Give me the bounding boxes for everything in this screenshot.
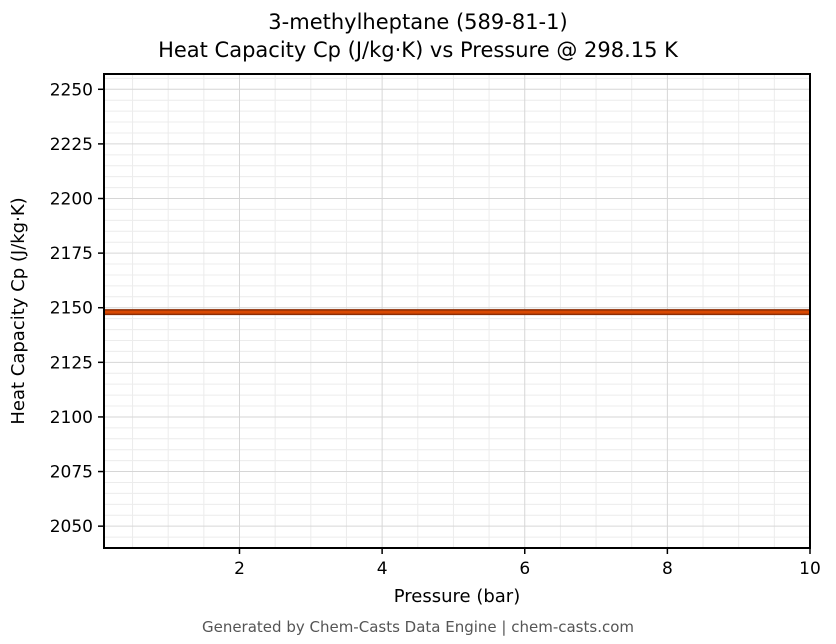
y-tick-label: 2050 [50, 518, 93, 538]
tick-labels: 2 4 6 8 10 2050 2075 2100 2125 2150 2175 2200 2225 22… [50, 81, 821, 580]
y-tick-label: 2150 [50, 299, 93, 319]
plot-area: 2 4 6 8 10 2050 2075 2100 2125 2150 2175 2200 2225 22… [8, 73, 821, 607]
y-tick-label: 2125 [50, 354, 93, 374]
chart-title-block: 3-methylheptane (589-81-1) Heat Capacity… [0, 0, 836, 64]
x-tick-label: 4 [377, 559, 388, 579]
chart-title-line1: 3-methylheptane (589-81-1) [268, 10, 568, 34]
y-tick-label: 2200 [50, 190, 93, 210]
x-tick-label: 2 [234, 559, 245, 579]
x-tick-label: 10 [799, 559, 821, 579]
y-tick-label: 2250 [50, 81, 93, 101]
x-tick-label: 8 [662, 559, 673, 579]
major-grid [104, 74, 811, 549]
x-axis-label: Pressure (bar) [394, 586, 520, 607]
tick-marks [98, 88, 811, 555]
footer-credit: Generated by Chem-Casts Data Engine | ch… [201, 618, 635, 636]
y-tick-label: 2175 [50, 245, 93, 265]
y-tick-label: 2075 [50, 463, 93, 483]
y-axis-label: Heat Capacity Cp (J/kg·K) [8, 198, 29, 425]
y-tick-label: 2225 [50, 135, 93, 155]
axes-border [103, 73, 811, 550]
y-tick-label: 2100 [50, 408, 93, 428]
x-tick-label: 6 [519, 559, 530, 579]
chart-title-line2: Heat Capacity Cp (J/kg·K) vs Pressure @ … [158, 37, 678, 62]
